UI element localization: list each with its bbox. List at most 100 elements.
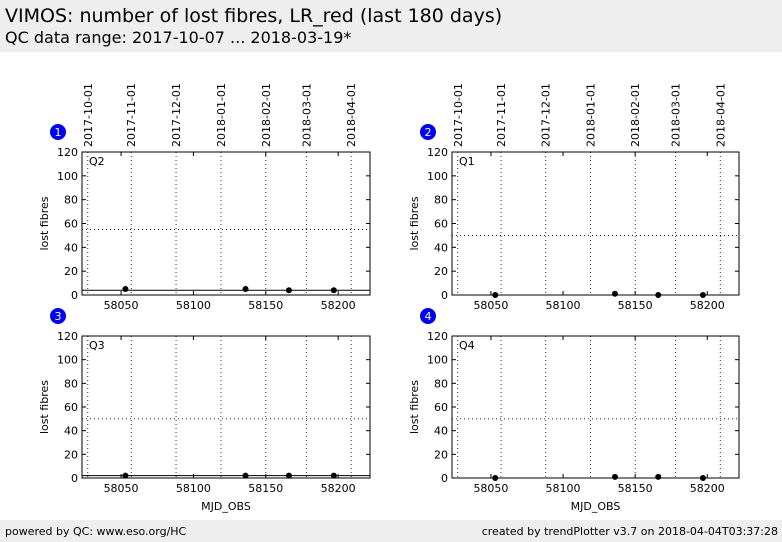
chart3-badge-number: 3 [55, 310, 62, 323]
chart1-xtick-label: 58200 [321, 299, 356, 312]
chart1-quadrant-label: Q2 [89, 155, 105, 168]
chart4-ytick-label: 80 [434, 377, 448, 390]
footer-created-by: created by trendPlotter v3.7 on 2018-04-… [481, 525, 778, 538]
chart1-date-label: 2018-04-01 [345, 83, 358, 147]
chart3-badge-circle [50, 308, 66, 324]
chart2-ytick-label: 80 [434, 194, 448, 207]
chart2-ytick-label: 100 [427, 170, 448, 183]
chart3-xtick-label: 58100 [176, 482, 211, 495]
chart1-ytick-label: 80 [64, 194, 78, 207]
chart1-badge-circle [50, 124, 66, 140]
footer-powered-by: powered by QC: www.eso.org/HC [5, 525, 187, 538]
chart2-date-label: 2017-12-01 [540, 83, 553, 147]
chart2-date-label: 2018-04-01 [714, 83, 727, 147]
chart2-ytick-label: 20 [434, 265, 448, 278]
chart1-ytick-label: 40 [64, 241, 78, 254]
chart3-point [242, 472, 249, 479]
chart3-xtick-label: 58200 [321, 482, 356, 495]
chart1-point [122, 286, 129, 293]
chart1-xtick-label: 58050 [104, 299, 139, 312]
chart3-frame [81, 335, 371, 479]
chart3-point [330, 472, 337, 479]
chart3-xlabel: MJD_OBS [201, 500, 251, 513]
chart2-date-label: 2018-02-01 [629, 83, 642, 147]
chart1-point [242, 286, 249, 293]
chart3-ytick-label: 0 [71, 472, 78, 485]
chart2-badge-circle [420, 124, 436, 140]
chart2-point [492, 292, 499, 298]
chart4-ytick-label: 120 [427, 330, 448, 343]
chart4-point [492, 475, 499, 481]
chart1-date-label: 2017-11-01 [125, 83, 138, 147]
chart1-xtick-label: 58100 [176, 299, 211, 312]
chart3-quadrant-label: Q3 [89, 339, 105, 352]
chart2-quadrant-label: Q1 [459, 155, 475, 168]
chart4-quadrant-label: Q4 [459, 339, 475, 352]
chart4-ytick-label: 20 [434, 448, 448, 461]
chart2-xtick-label: 58100 [546, 299, 581, 312]
chart1-ytick-label: 0 [71, 289, 78, 302]
chart4-ytick-label: 40 [434, 425, 448, 438]
chart3-ytick-label: 100 [57, 354, 78, 367]
chart4-ylabel: lost fibres [408, 380, 421, 434]
chart3-ylabel: lost fibres [38, 380, 51, 434]
chart2-ytick-label: 0 [441, 289, 448, 302]
chart2-xtick-label: 58200 [690, 299, 725, 312]
chart2-date-label: 2017-11-01 [495, 83, 508, 147]
chart3-ytick-label: 120 [57, 330, 78, 343]
header-bar: VIMOS: number of lost fibres, LR_red (la… [0, 0, 782, 52]
page-subtitle: QC data range: 2017-10-07 ... 2018-03-19… [5, 28, 352, 47]
chart4-ytick-label: 0 [441, 472, 448, 485]
chart1-ytick-label: 120 [57, 146, 78, 159]
chart1-ylabel: lost fibres [38, 196, 51, 250]
chart4-xtick-label: 58050 [473, 482, 508, 495]
chart4-ytick-label: 100 [427, 354, 448, 367]
chart2-ytick-label: 120 [427, 146, 448, 159]
chart1-date-label: 2018-02-01 [260, 83, 273, 147]
chart3-xtick-label: 58150 [248, 482, 283, 495]
chart3-ytick-label: 20 [64, 448, 78, 461]
chart4-point [611, 473, 618, 480]
chart1-date-label: 2017-10-01 [82, 83, 95, 147]
chart1-xtick-label: 58150 [248, 299, 283, 312]
chart2-point [699, 292, 706, 298]
chart2-xtick-label: 58050 [473, 299, 508, 312]
chart1-point [330, 287, 337, 294]
chart4-xtick-label: 58200 [690, 482, 725, 495]
chart4-badge-circle [420, 308, 436, 324]
chart4-ytick-label: 60 [434, 401, 448, 414]
chart4-badge-number: 4 [425, 310, 432, 323]
chart1-ytick-label: 20 [64, 265, 78, 278]
chart2-badge-number: 2 [425, 126, 432, 139]
chart4-frame [451, 335, 740, 479]
chart2-ytick-label: 40 [434, 241, 448, 254]
chart1-date-label: 2018-01-01 [215, 83, 228, 147]
chart2-ytick-label: 60 [434, 218, 448, 231]
chart4-xtick-label: 58100 [546, 482, 581, 495]
chart2-date-label: 2018-01-01 [584, 83, 597, 147]
chart3-point [285, 472, 292, 479]
chart1-ytick-label: 60 [64, 218, 78, 231]
chart1-ytick-label: 100 [57, 170, 78, 183]
chart1-frame [81, 151, 371, 296]
chart3-ytick-label: 60 [64, 401, 78, 414]
chart2-point [611, 290, 618, 297]
chart1-date-label: 2017-12-01 [170, 83, 183, 147]
chart3-xtick-label: 58050 [104, 482, 139, 495]
footer-bar: powered by QC: www.eso.org/HC created by… [0, 520, 782, 542]
chart3-ytick-label: 40 [64, 425, 78, 438]
chart2-frame [451, 151, 740, 296]
chart2-xtick-label: 58150 [618, 299, 653, 312]
chart4-point [655, 473, 662, 480]
chart2-date-label: 2017-10-01 [452, 83, 465, 147]
chart2-date-label: 2018-03-01 [670, 83, 683, 147]
chart3-point [122, 472, 129, 479]
chart4-xlabel: MJD_OBS [571, 500, 621, 513]
chart4-point [699, 475, 706, 481]
chart1-date-label: 2018-03-01 [300, 83, 313, 147]
chart1-point [285, 287, 292, 294]
page-title: VIMOS: number of lost fibres, LR_red (la… [5, 5, 503, 27]
chart2-point [655, 292, 662, 298]
chart2-ylabel: lost fibres [408, 196, 421, 250]
